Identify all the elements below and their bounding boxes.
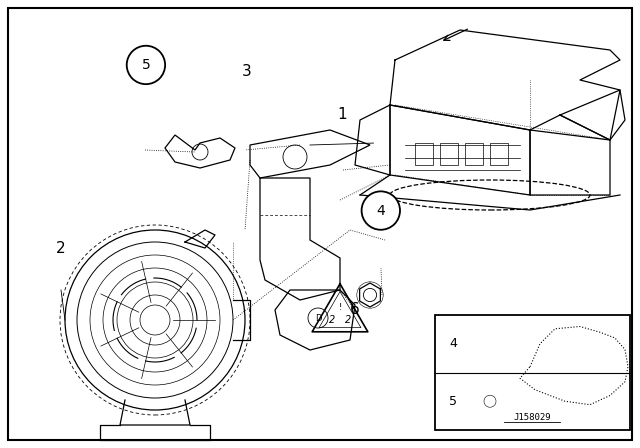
Text: 5: 5 xyxy=(449,395,457,408)
Text: 2: 2 xyxy=(329,315,335,325)
Circle shape xyxy=(127,46,165,84)
Text: 3: 3 xyxy=(241,64,252,79)
Text: 4: 4 xyxy=(376,203,385,218)
Bar xyxy=(440,143,458,165)
Text: 6: 6 xyxy=(350,302,360,317)
Text: !: ! xyxy=(339,302,342,311)
Text: 2: 2 xyxy=(56,241,66,256)
Text: 4: 4 xyxy=(449,337,457,350)
Text: 1: 1 xyxy=(337,107,348,122)
Bar xyxy=(415,143,433,165)
Bar xyxy=(490,143,508,165)
Text: 2: 2 xyxy=(345,315,351,325)
Bar xyxy=(435,315,630,430)
Text: D: D xyxy=(315,314,321,323)
Text: J158029: J158029 xyxy=(513,413,551,422)
Circle shape xyxy=(362,191,400,230)
Text: 5: 5 xyxy=(141,58,150,72)
Bar xyxy=(465,143,483,165)
